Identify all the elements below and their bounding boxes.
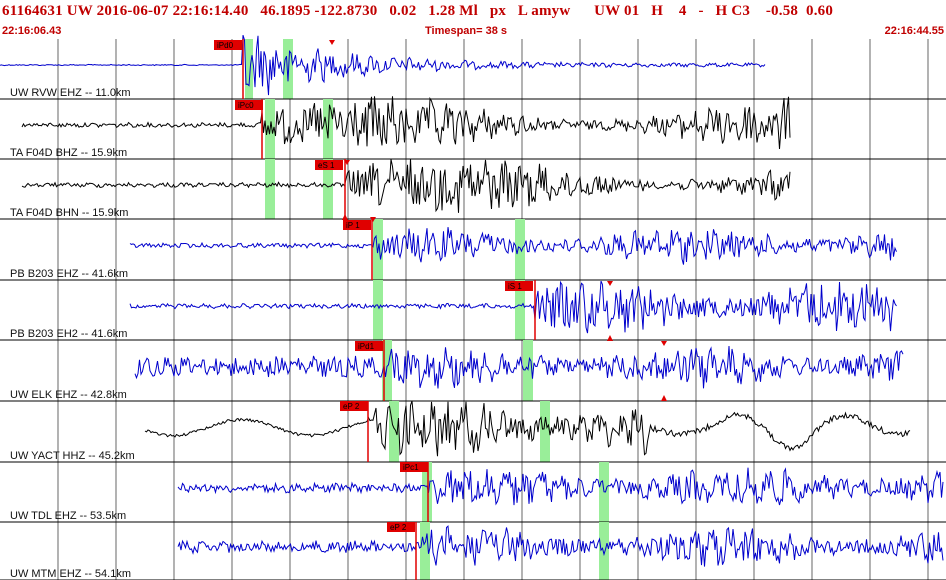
trace-label: TA F04D BHN -- 15.9km — [10, 207, 128, 219]
phase-pick-flag[interactable] — [343, 220, 371, 230]
trace-label: PB B203 EHZ -- 41.6km — [10, 268, 128, 280]
event-header: 61164631 UW 2016-06-07 22:16:14.40 46.18… — [0, 0, 946, 38]
pick-window — [422, 462, 432, 522]
waveform-trace[interactable] — [21, 96, 791, 150]
phase-pick-label: eP 2 — [343, 402, 360, 411]
phase-pick-label: iPd1 — [358, 342, 375, 351]
pick-window — [515, 280, 525, 340]
waveform-trace[interactable] — [129, 227, 897, 265]
pick-window — [599, 522, 609, 580]
amplitude-marker — [661, 341, 667, 346]
trace-label: UW MTM EHZ -- 54.1km — [10, 568, 131, 580]
waveform-trace[interactable] — [0, 35, 766, 96]
start-time: 22:16:06.43 — [2, 25, 62, 37]
phase-pick-label: eP 2 — [390, 523, 407, 532]
trace-label: UW ELK EHZ -- 42.8km — [10, 389, 127, 401]
phase-pick-label: iPd0 — [217, 41, 234, 50]
waveform-trace[interactable] — [134, 345, 904, 389]
phase-pick-label: iPc0 — [238, 101, 254, 110]
end-time: 22:16:44.55 — [884, 25, 944, 37]
pick-window — [540, 401, 550, 462]
trace-label: UW YACT HHZ -- 45.2km — [10, 450, 135, 462]
waveform-trace[interactable] — [177, 467, 944, 506]
trace-label: TA F04D BHZ -- 15.9km — [10, 147, 127, 159]
phase-pick-label: eS 1 — [318, 161, 335, 170]
phase-pick-flag[interactable] — [387, 522, 415, 532]
pick-window — [523, 340, 533, 401]
pick-window — [245, 39, 253, 99]
waveform-trace[interactable] — [177, 525, 944, 567]
phase-pick-label: iS 1 — [508, 282, 522, 291]
phase-pick-flag[interactable] — [235, 100, 263, 110]
pick-window — [420, 522, 430, 580]
pick-window — [382, 340, 392, 401]
waveform-trace[interactable] — [21, 158, 791, 213]
phase-pick-label: iP 1 — [346, 221, 360, 230]
trace-label: UW TDL EHZ -- 53.5km — [10, 510, 126, 522]
pick-window — [389, 401, 399, 462]
pick-window — [265, 159, 275, 219]
waveform-trace[interactable] — [144, 400, 911, 457]
timespan-label: Timespan= 38 s — [425, 25, 508, 37]
amplitude-marker — [329, 40, 335, 45]
amplitude-marker — [344, 160, 350, 165]
phase-pick-flag[interactable] — [505, 281, 533, 291]
pick-window — [515, 219, 525, 280]
amplitude-marker — [607, 281, 613, 286]
trace-label: PB B203 EH2 -- 41.6km — [10, 328, 127, 340]
amplitude-marker — [370, 217, 376, 222]
phase-pick-flag[interactable] — [315, 160, 343, 170]
amplitude-marker — [607, 335, 613, 341]
phase-pick-flag[interactable] — [214, 40, 242, 50]
phase-pick-flag[interactable] — [400, 462, 428, 472]
phase-pick-flag[interactable] — [355, 341, 383, 351]
phase-pick-label: iPc1 — [403, 463, 419, 472]
pick-window — [373, 280, 383, 340]
phase-pick-flag[interactable] — [340, 401, 368, 411]
amplitude-marker — [342, 214, 348, 220]
waveform-trace[interactable] — [129, 280, 897, 334]
event-summary-title: 61164631 UW 2016-06-07 22:16:14.40 46.18… — [2, 3, 834, 19]
amplitude-marker — [661, 395, 667, 401]
pick-window — [323, 159, 333, 219]
pick-window — [283, 39, 293, 99]
trace-label: UW RVW EHZ -- 11.0km — [10, 87, 131, 99]
